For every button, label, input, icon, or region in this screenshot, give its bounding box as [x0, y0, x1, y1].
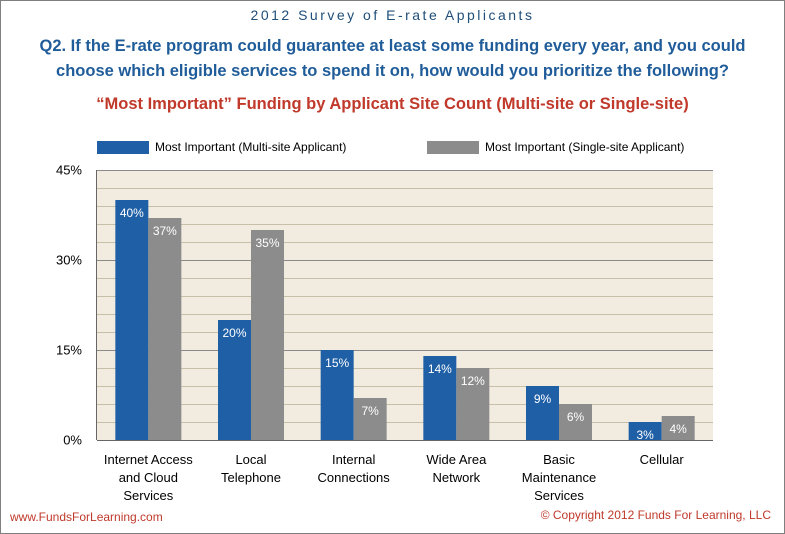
- data-label: 37%: [153, 224, 177, 238]
- x-tick-label: Maintenance: [522, 470, 596, 485]
- chart-title: “Most Important” Funding by Applicant Si…: [96, 95, 689, 113]
- bar-multi-site: [526, 386, 559, 440]
- bar-multi-site: [628, 422, 662, 440]
- x-tick-label: Telephone: [221, 470, 281, 485]
- bar-single-site: [251, 230, 284, 440]
- x-tick-label: Local: [235, 452, 266, 467]
- data-label: 12%: [461, 374, 485, 388]
- x-tick-label: and Cloud: [119, 470, 178, 485]
- data-label: 7%: [361, 404, 379, 418]
- y-tick-label: 45%: [56, 163, 82, 178]
- y-tick-label: 15%: [56, 343, 82, 358]
- data-label: 20%: [222, 326, 246, 340]
- data-label: 9%: [534, 392, 552, 406]
- legend-swatch-multi-site: [97, 140, 149, 154]
- legend-item-multi-site: Most Important (Multi-site Applicant): [97, 140, 346, 154]
- y-tick-label: 30%: [56, 253, 82, 268]
- bar-multi-site: [423, 356, 457, 440]
- data-label: 40%: [120, 206, 144, 220]
- legend-item-single-site: Most Important (Single-site Applicant): [427, 140, 684, 154]
- bar-single-site: [661, 416, 695, 440]
- data-label: 14%: [428, 362, 452, 376]
- question-line-2: choose which eligible services to spend …: [56, 62, 729, 80]
- x-tick-label: Internet Access: [104, 452, 193, 467]
- question-line-1: Q2. If the E-rate program could guarante…: [39, 37, 746, 55]
- x-tick-label: Cellular: [640, 452, 685, 467]
- bar-multi-site: [218, 320, 251, 440]
- data-label: 6%: [567, 410, 585, 424]
- copyright-notice: © Copyright 2012 Funds For Learning, LLC: [540, 508, 771, 522]
- bar-single-site: [148, 218, 182, 440]
- x-tick-label: Services: [123, 488, 173, 503]
- bar-multi-site: [320, 350, 354, 440]
- x-tick-label: Services: [534, 488, 584, 503]
- data-label: 4%: [669, 422, 687, 436]
- x-tick-label: Network: [432, 470, 480, 485]
- survey-question: Q2. If the E-rate program could guarante…: [0, 34, 785, 84]
- data-label: 3%: [636, 428, 654, 442]
- bar-single-site: [559, 404, 592, 440]
- survey-banner: 2012 Survey of E-rate Applicants: [250, 7, 535, 23]
- x-tick-label: Internal: [332, 452, 375, 467]
- legend-label-multi-site: Most Important (Multi-site Applicant): [155, 140, 347, 154]
- x-tick-label: Wide Area: [426, 452, 487, 467]
- bar-single-site: [353, 398, 387, 440]
- plot-area: [97, 170, 713, 440]
- legend-label-single-site: Most Important (Single-site Applicant): [485, 140, 685, 154]
- website-link[interactable]: www.FundsForLearning.com: [10, 510, 163, 524]
- data-label: 35%: [255, 236, 279, 250]
- bar-multi-site: [115, 200, 149, 440]
- bar-single-site: [456, 368, 490, 440]
- y-tick-label: 0%: [63, 433, 82, 448]
- x-tick-label: Connections: [318, 470, 391, 485]
- x-tick-label: Basic: [543, 452, 575, 467]
- legend-swatch-single-site: [427, 140, 479, 154]
- data-label: 15%: [325, 356, 349, 370]
